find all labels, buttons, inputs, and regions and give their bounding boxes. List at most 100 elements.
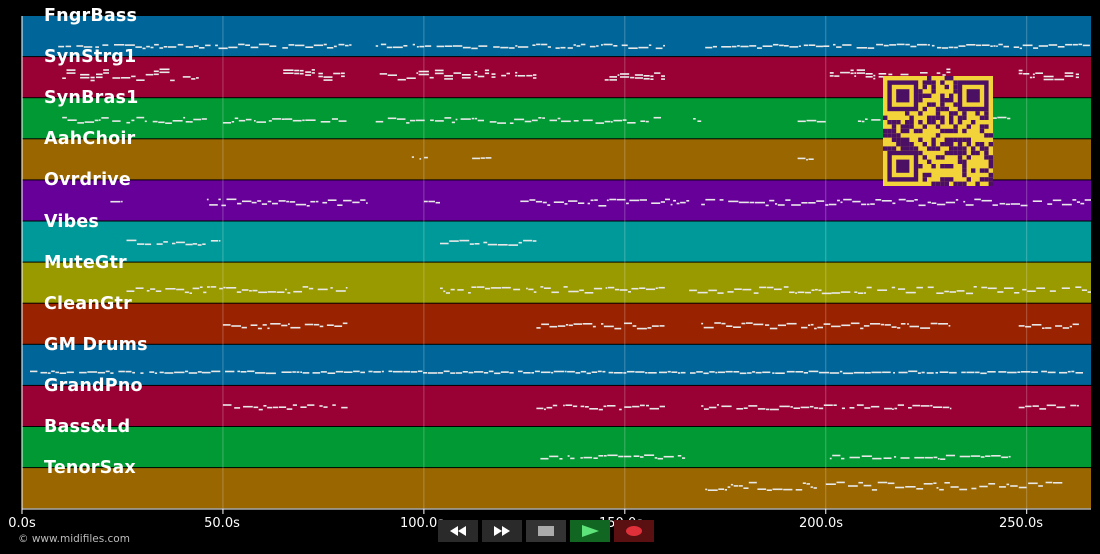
midi-note — [997, 116, 1007, 119]
qr-module — [896, 142, 901, 147]
midi-note — [985, 455, 991, 457]
midi-note — [245, 44, 250, 46]
midi-note — [965, 204, 974, 206]
track-lane[interactable] — [22, 303, 1091, 344]
midi-note — [396, 118, 406, 120]
midi-note — [293, 290, 302, 293]
play-button[interactable] — [570, 520, 610, 542]
midi-note — [292, 371, 296, 373]
qr-module — [922, 142, 927, 147]
midi-note — [993, 45, 996, 47]
track-lane[interactable] — [22, 427, 1091, 468]
midi-note — [541, 323, 549, 326]
midi-note — [518, 241, 522, 244]
midi-note — [222, 122, 231, 124]
qr-module — [949, 142, 954, 147]
qr-module — [988, 159, 993, 164]
midi-note — [870, 405, 880, 408]
midi-note — [933, 406, 943, 408]
midi-note — [185, 370, 189, 373]
qr-finder — [896, 89, 910, 103]
midi-note — [795, 371, 804, 373]
qr-module — [891, 128, 897, 134]
track-lane[interactable] — [22, 221, 1091, 262]
midi-note — [1020, 371, 1031, 373]
midi-note — [560, 46, 566, 49]
rewind-button[interactable] — [438, 520, 478, 542]
qr-module — [883, 133, 888, 138]
track-notes — [58, 43, 1090, 50]
midi-note — [218, 198, 221, 201]
qr-module — [984, 177, 989, 182]
midi-note — [914, 456, 925, 459]
midi-note — [253, 406, 259, 409]
midi-note — [90, 79, 95, 82]
midi-note — [717, 292, 724, 294]
midi-note — [225, 370, 235, 373]
midi-note — [526, 287, 528, 290]
qr-module — [909, 142, 914, 147]
midi-note — [997, 291, 1004, 293]
midi-note — [188, 372, 198, 374]
qr-module — [935, 124, 941, 129]
midi-note — [142, 47, 146, 50]
midi-note — [565, 404, 573, 406]
midi-note — [878, 73, 887, 75]
midi-note — [281, 324, 288, 327]
track-lane[interactable] — [22, 262, 1091, 303]
midi-note — [333, 45, 337, 48]
track-lane[interactable] — [22, 468, 1091, 509]
midi-note — [256, 121, 266, 123]
midi-note — [682, 457, 686, 459]
midi-note — [717, 371, 725, 374]
midi-note — [215, 44, 218, 47]
qr-module — [918, 150, 923, 156]
midi-note — [199, 286, 203, 288]
midi-note — [640, 456, 644, 458]
midi-note — [1018, 72, 1023, 75]
midi-note — [980, 372, 987, 375]
midi-note — [677, 455, 682, 457]
qr-module — [931, 181, 936, 186]
qr-module — [962, 128, 967, 134]
midi-note — [286, 408, 293, 410]
midi-note — [158, 121, 165, 124]
midi-note — [601, 323, 604, 325]
qr-module — [949, 164, 954, 169]
midi-note — [866, 286, 872, 289]
track-lane[interactable] — [22, 180, 1091, 221]
midi-note — [189, 292, 192, 294]
stop-button[interactable] — [526, 520, 566, 542]
midi-note — [1022, 44, 1033, 47]
midi-note — [453, 72, 462, 74]
midi-note — [311, 72, 315, 74]
midi-note — [77, 122, 84, 124]
midi-note — [813, 487, 817, 489]
fast-forward-button[interactable] — [482, 520, 522, 542]
qr-code[interactable] — [883, 76, 993, 186]
midi-note — [582, 323, 593, 325]
midi-note — [87, 371, 98, 373]
midi-note — [981, 44, 990, 46]
midi-note — [388, 370, 393, 373]
midi-note — [628, 291, 631, 293]
track-lane[interactable] — [22, 344, 1091, 385]
midi-note — [640, 120, 646, 122]
midi-note — [805, 291, 811, 294]
midi-note — [731, 45, 737, 48]
midi-note — [437, 372, 444, 374]
midi-note — [916, 488, 924, 490]
qr-module — [940, 181, 945, 186]
track-notes — [126, 286, 1091, 295]
record-button[interactable] — [614, 520, 654, 542]
midi-note — [936, 72, 941, 74]
midi-note — [551, 371, 554, 374]
qr-module — [887, 133, 892, 138]
midi-note — [667, 370, 671, 373]
qr-module — [979, 142, 985, 147]
track-lane[interactable] — [22, 16, 1091, 57]
midi-note — [836, 46, 842, 48]
midi-note — [337, 204, 343, 206]
track-label: SynBras1 — [44, 88, 139, 109]
